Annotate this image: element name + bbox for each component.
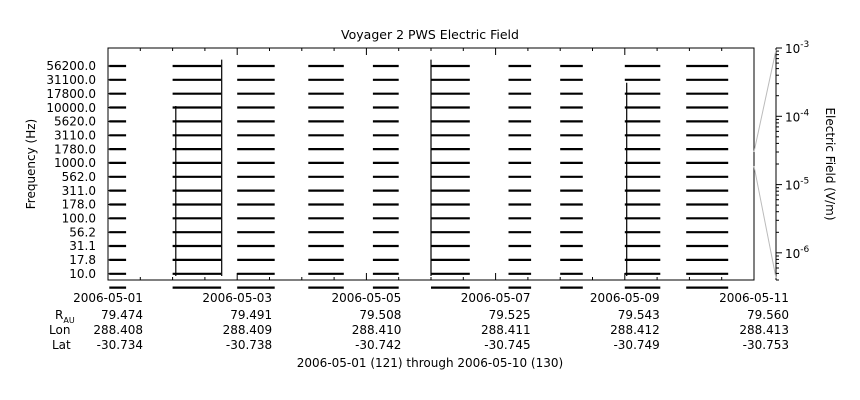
y-tick-label: 17.8 [69,253,96,267]
colorbar: 10-310-410-510-6 [753,40,810,281]
lon-value: 288.408 [93,323,143,337]
colorbar-label: Electric Field (V/m) [823,107,837,220]
colorbar-connector [753,165,777,279]
x-tick-label: 2006-05-09 [590,291,660,305]
y-tick-label: 178.0 [62,198,96,212]
colorbar-tick-mantissa: 10 [785,179,800,193]
data-interval-4 [372,64,399,275]
colorbar-tick-label: 10-5 [785,177,809,193]
data-interval-7 [560,64,583,275]
x-tick-label: 2006-05-07 [461,291,531,305]
y-tick-label: 311.0 [62,184,96,198]
colorbar-tick-label: 10-6 [785,245,810,261]
data-interval-3 [308,64,344,275]
x-tick-label: 2006-05-05 [332,291,402,305]
r-au-value: 79.491 [230,308,272,322]
data-interval-8 [624,64,661,275]
y-tick-label: 17800.0 [46,87,96,101]
data-interval-0 [109,64,127,275]
data-interval-9 [686,64,729,275]
r-au-value: 79.508 [359,308,401,322]
lat-value: -30.753 [743,338,789,352]
colorbar-tick-label: 10-3 [785,40,809,56]
colorbar-tick-exponent: -4 [800,108,809,118]
lon-value: 288.411 [481,323,531,337]
y-tick-label: 31100.0 [46,73,96,87]
colorbar-tick-mantissa: 10 [785,247,800,261]
x-axis-label: 2006-05-01 (121) through 2006-05-10 (130… [297,356,563,370]
y-tick-label: 31.1 [69,239,96,253]
y-tick-label: 100.0 [62,212,96,226]
lon-value: 288.413 [739,323,789,337]
lat-value: -30.742 [355,338,401,352]
y-tick-label: 1780.0 [54,142,96,156]
lon-value: 288.409 [223,323,273,337]
r-au-value: 79.543 [618,308,660,322]
r-au-value: 79.525 [489,308,531,322]
x-tick-label: 2006-05-03 [202,291,272,305]
r-au-value: 79.560 [747,308,789,322]
colorbar-connector [753,49,777,153]
data-interval-1 [172,64,222,275]
ephemeris-table: RAULonLat79.474288.408-30.73479.491288.4… [49,308,789,352]
y-tick-label: 56200.0 [46,59,96,73]
r-au-row-label: RAU [55,308,75,325]
colorbar-tick-mantissa: 10 [785,42,800,56]
lat-value: -30.745 [484,338,530,352]
data-interval-5 [431,64,470,275]
x-axis: 2006-05-01 2006-05-03 2006-05-05 2006-05-07… [73,48,789,305]
data-interval-6 [508,64,532,275]
lat-value: -30.738 [226,338,272,352]
data-interval-2 [237,64,275,275]
x-tick-label: 2006-05-01 [73,291,143,305]
colorbar-tick-mantissa: 10 [785,110,800,124]
r-sub-label: AU [63,316,74,325]
y-tick-label: 10000.0 [46,101,96,115]
lon-value: 288.410 [352,323,402,337]
colorbar-tick-exponent: -5 [800,177,809,187]
y-tick-label: 56.2 [69,225,96,239]
y-tick-label: 3110.0 [54,128,96,142]
y-tick-label: 1000.0 [54,156,96,170]
r-au-value: 79.474 [101,308,143,322]
x-tick-label: 2006-05-11 [719,291,789,305]
y-tick-label: 10.0 [69,267,96,281]
plot-area [109,59,729,289]
y-tick-label: 562.0 [62,170,96,184]
y-tick-label: 5620.0 [54,115,96,129]
lon-value: 288.412 [610,323,660,337]
y-axis-label: Frequency (Hz) [24,119,38,210]
y-axis: 10.017.831.156.2100.0178.0311.0562.01000… [46,59,113,281]
colorbar-tick-exponent: -3 [800,40,809,50]
lon-row-label: Lon [49,323,70,337]
lat-value: -30.734 [97,338,143,352]
chart-title: Voyager 2 PWS Electric Field [341,27,519,42]
colorbar-tick-label: 10-4 [785,108,810,124]
colorbar-tick-exponent: -6 [800,245,809,255]
lat-row-label: Lat [52,338,71,352]
lat-value: -30.749 [613,338,659,352]
r-main-label: R [55,308,63,322]
